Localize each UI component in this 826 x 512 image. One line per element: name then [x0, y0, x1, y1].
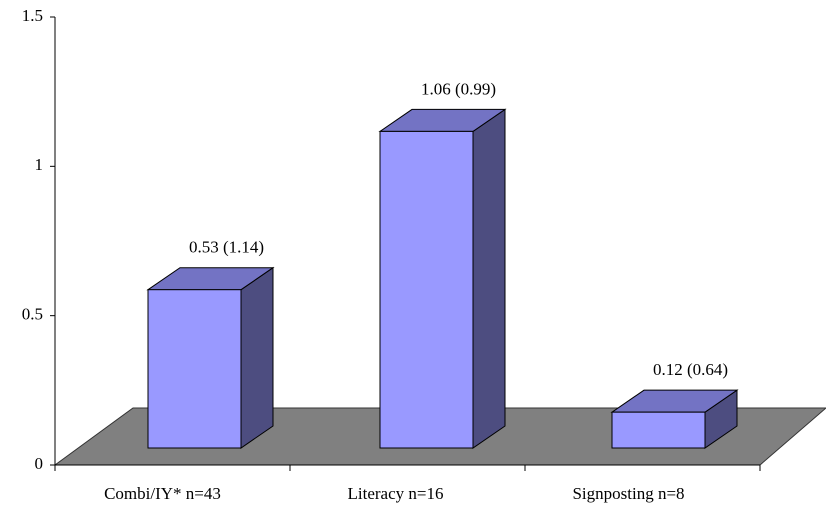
value-label: 1.06 (0.99)	[421, 79, 496, 98]
bar	[379, 130, 474, 449]
bar-side	[240, 266, 274, 449]
bar	[611, 411, 706, 449]
x-tick-label: Literacy n=16	[348, 484, 444, 503]
y-tick-label: 1.5	[22, 6, 43, 25]
y-tick-label: 0	[35, 454, 44, 473]
x-tick-label: Signposting n=8	[572, 484, 684, 503]
x-tick-label: Combi/IY* n=43	[104, 484, 221, 503]
value-label: 0.53 (1.14)	[189, 238, 264, 257]
bar-side	[472, 108, 506, 449]
y-tick-label: 0.5	[22, 305, 43, 324]
y-tick-label: 1	[35, 155, 44, 174]
bar	[147, 289, 242, 449]
value-label: 0.12 (0.64)	[653, 360, 728, 379]
